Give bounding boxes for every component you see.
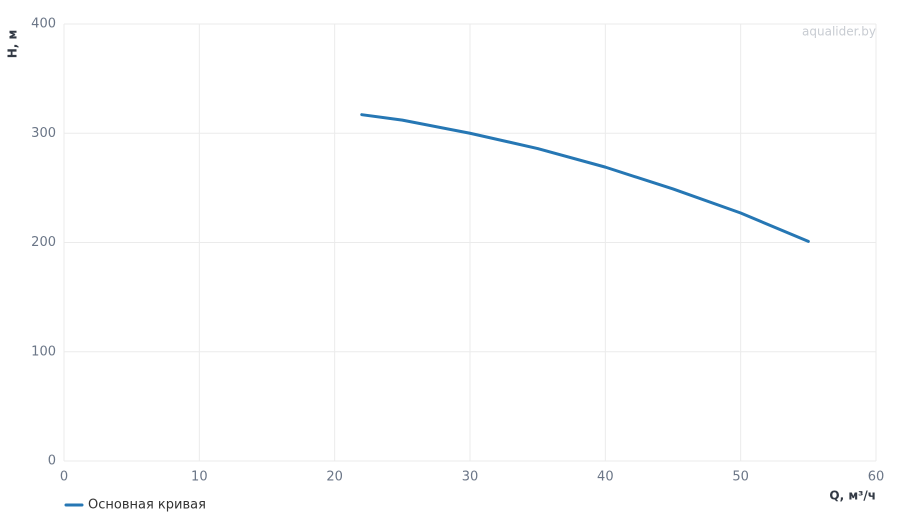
line-series	[360, 113, 810, 243]
x-tick-label: 0	[60, 470, 68, 485]
watermark: aqualider.by	[802, 25, 876, 39]
x-tick-label: 50	[732, 470, 749, 485]
x-tick-label: 20	[326, 470, 343, 485]
y-tick-label: 200	[31, 235, 56, 250]
y-tick-label: 300	[31, 126, 56, 141]
legend-label: Основная кривая	[88, 498, 206, 513]
y-axis-title: H, м	[6, 30, 20, 59]
x-tick-label: 10	[191, 470, 208, 485]
x-tick-label: 30	[462, 470, 479, 485]
x-tick-label: 60	[868, 470, 885, 485]
x-tick-label: 40	[597, 470, 614, 485]
y-tick-label: 400	[31, 17, 56, 32]
x-axis-title: Q, м³/ч	[829, 489, 876, 503]
y-tick-label: 100	[31, 344, 56, 359]
y-tick-label: 0	[48, 454, 56, 469]
